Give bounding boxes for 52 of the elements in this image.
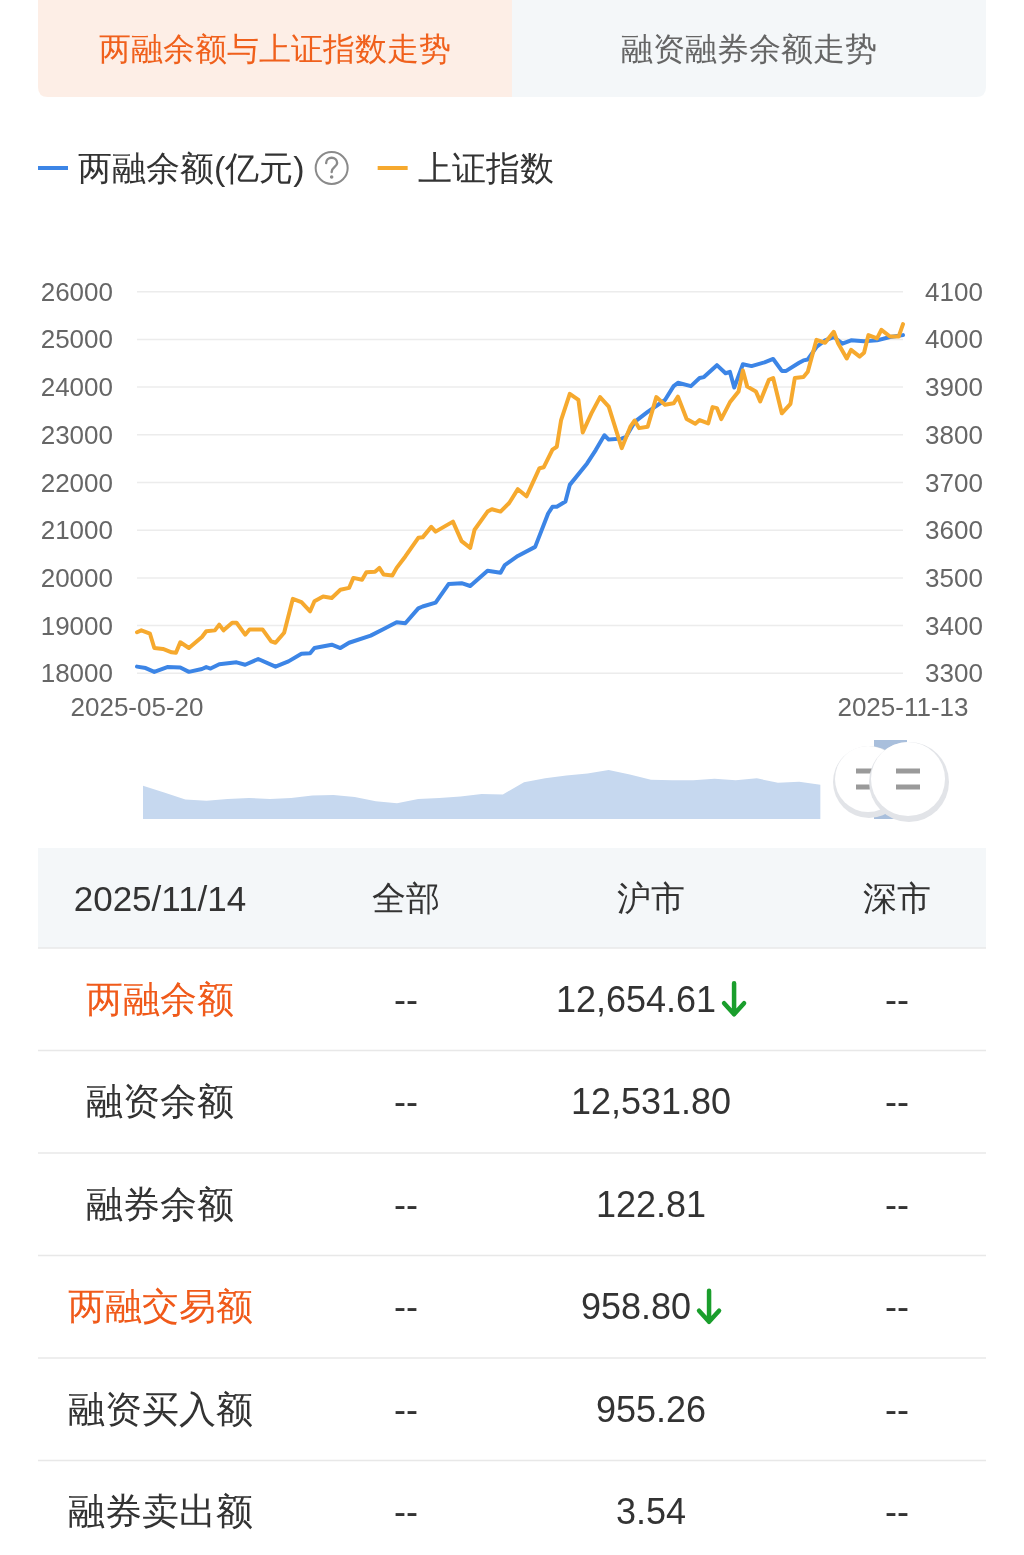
category-label: 两融交易额: [67, 1286, 253, 1328]
category-label: 沪市: [617, 879, 685, 917]
text: --: [394, 1286, 418, 1328]
text: --: [885, 978, 909, 1020]
y2-tick-label: 3500: [925, 562, 983, 593]
y-tick-label: 19000: [40, 610, 113, 641]
category-label: 融资买入额: [67, 1388, 253, 1430]
text: --: [394, 1491, 418, 1533]
x-tick-label: 2025-11-13: [837, 692, 969, 722]
y2-tick-label: 3400: [925, 610, 983, 641]
text: --: [885, 1286, 909, 1328]
y-tick-label: 22000: [40, 467, 113, 498]
text: --: [394, 978, 418, 1020]
legend-label: 两融余额(亿元): [78, 149, 305, 187]
y2-tick-label: 3600: [925, 515, 983, 546]
text: 958.80: [580, 1286, 692, 1328]
y-tick-label: 18000: [40, 658, 113, 689]
category-label: 两融余额: [86, 978, 234, 1020]
text: --: [885, 1081, 909, 1123]
text: --: [394, 1183, 418, 1225]
y2-tick-label: 3900: [925, 372, 983, 403]
text: --: [885, 1491, 909, 1533]
category-label: 全部: [372, 879, 440, 917]
text: 融资融券余额走势: [621, 30, 877, 67]
y2-tick-label: 3700: [925, 467, 983, 498]
text: --: [885, 1183, 909, 1225]
category-label: 融券卖出额: [67, 1491, 253, 1533]
y2-tick-label: 4100: [925, 276, 983, 307]
category-label: 融资余额: [86, 1081, 234, 1123]
y-tick-label: 25000: [40, 324, 113, 355]
text: --: [394, 1081, 418, 1123]
text: 3.54: [615, 1491, 687, 1533]
y2-tick-label: 3300: [925, 658, 983, 689]
chart-title: 两融余额与上证指数走势: [99, 30, 451, 67]
y-tick-label: 26000: [40, 276, 113, 307]
y2-tick-label: 3800: [925, 419, 983, 450]
text: --: [885, 1388, 909, 1430]
text: 122.81: [595, 1183, 707, 1225]
y-tick-label: 23000: [40, 419, 113, 450]
y-tick-label: 21000: [40, 515, 113, 546]
text: 12,654.61: [555, 978, 717, 1020]
y-tick-label: 20000: [40, 562, 113, 593]
y2-tick-label: 4000: [925, 324, 983, 355]
text: 955.26: [595, 1388, 707, 1430]
category-label: 融券余额: [86, 1183, 234, 1225]
category-label: 深市: [863, 879, 931, 917]
text: --: [394, 1388, 418, 1430]
text: 2025/11/14: [73, 878, 247, 918]
x-tick-label: 2025-05-20: [70, 692, 204, 722]
y-tick-label: 24000: [40, 372, 113, 403]
legend-label: 上证指数: [417, 149, 554, 187]
text: 12,531.80: [570, 1081, 732, 1123]
